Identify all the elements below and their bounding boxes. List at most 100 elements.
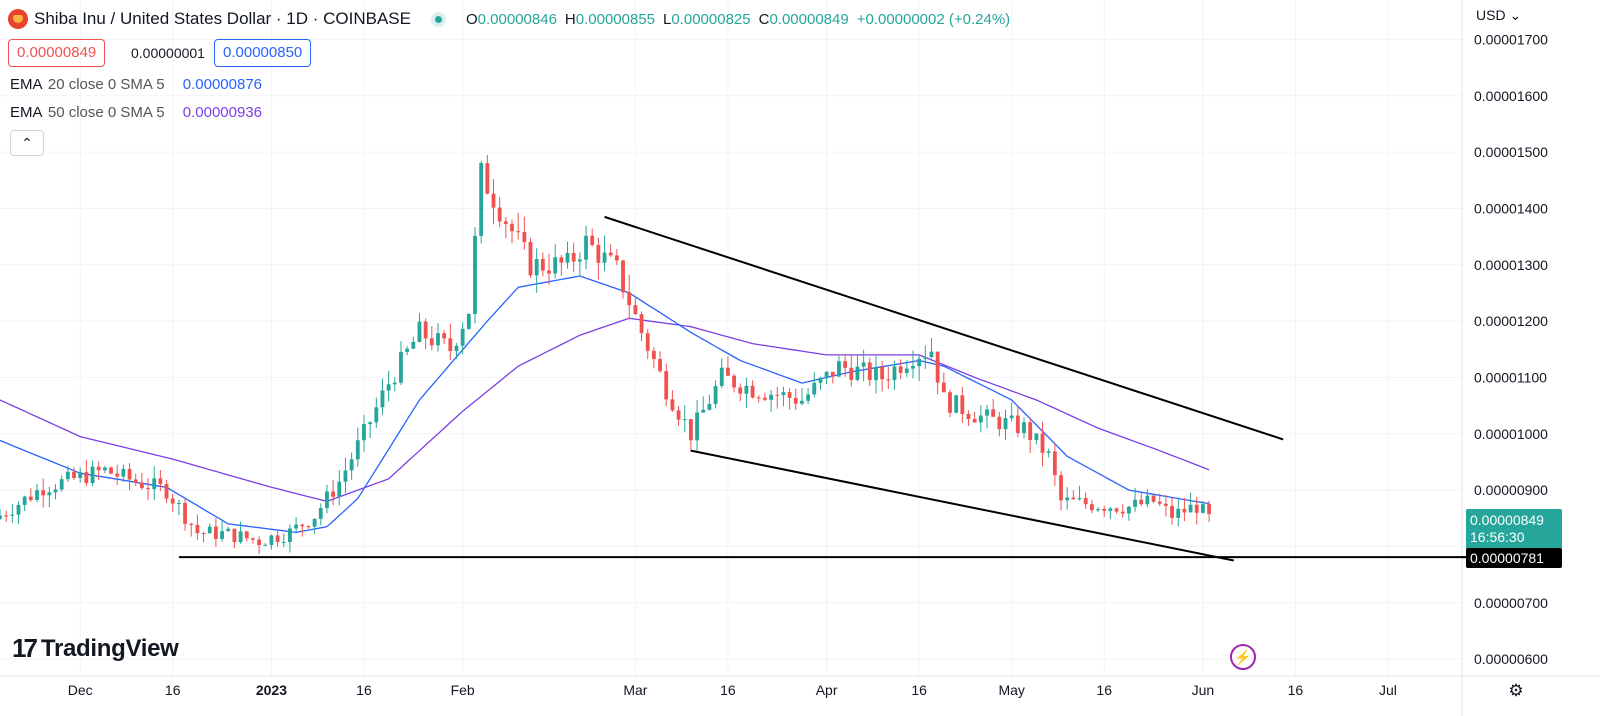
candle-body (355, 440, 360, 460)
candle (331, 480, 336, 506)
candle-body (1170, 505, 1174, 518)
candle-body (1176, 508, 1181, 518)
candle-body (164, 484, 169, 499)
candle-body (349, 459, 354, 471)
candle-body (1108, 508, 1113, 511)
candle (47, 486, 52, 508)
symbol-title[interactable]: Shiba Inu / United States Dollar · 1D · … (34, 9, 411, 28)
candle (1133, 487, 1137, 512)
candle-body (830, 371, 835, 377)
x-tick-label: Jun (1192, 682, 1215, 698)
candle (1015, 405, 1020, 438)
candle (775, 386, 780, 409)
candle-body (738, 387, 743, 394)
candle (565, 241, 570, 269)
candle-body (331, 491, 336, 497)
candle (627, 275, 632, 320)
candle-body (1151, 495, 1156, 502)
candle (800, 387, 804, 406)
candle (263, 543, 268, 546)
currency-selector[interactable]: USD ⌄ (1476, 7, 1521, 24)
candle (53, 484, 58, 500)
candle-body (429, 338, 434, 346)
candle-body (411, 341, 416, 349)
candle (1089, 499, 1094, 514)
candle (1176, 497, 1181, 527)
y-tick-label: 0.00001700 (1474, 31, 1548, 47)
indicator-ema50[interactable]: EMA 50 close 0 SMA 5 0.00000936 (10, 104, 262, 121)
candle (170, 493, 175, 512)
candle-body (257, 539, 262, 546)
settings-gear-icon[interactable]: ⚙ (1508, 681, 1524, 700)
candle (429, 326, 434, 351)
candle (1188, 492, 1193, 513)
indicator-params: 50 close 0 SMA 5 (47, 104, 165, 121)
shiba-inu-logo-icon (8, 9, 28, 29)
candle-body (596, 244, 601, 263)
candle-body (553, 257, 558, 274)
candle-body (399, 351, 403, 383)
candle-body (96, 466, 101, 471)
x-tick-label: 16 (911, 682, 927, 698)
candle (1059, 471, 1063, 511)
candle (516, 213, 521, 240)
candle (176, 499, 181, 516)
x-tick-label: Jul (1379, 682, 1397, 698)
symbol-header: Shiba Inu / United States Dollar · 1D · … (8, 8, 1010, 30)
candle (0, 508, 2, 521)
candle-body (343, 470, 348, 482)
candle (929, 338, 934, 359)
candle (139, 472, 144, 490)
candle (454, 343, 459, 359)
candle-body (479, 163, 484, 236)
sell-price-button[interactable]: 0.00000849 (8, 39, 106, 67)
candle-body (448, 338, 453, 352)
candle (22, 495, 27, 512)
candle (399, 341, 403, 386)
candle-body (1071, 497, 1076, 500)
candle-body (491, 193, 496, 208)
candle-body (1182, 508, 1187, 513)
candle (1200, 500, 1205, 514)
candle-body (263, 544, 268, 546)
candle-body (207, 526, 212, 534)
candle-body (436, 333, 440, 346)
ema20-line (0, 275, 1210, 534)
buy-price-button[interactable]: 0.00000850 (214, 39, 312, 67)
candle (269, 534, 274, 550)
candle-body (189, 523, 194, 525)
candle (781, 386, 786, 407)
candle-body (0, 515, 2, 519)
candle-body (997, 416, 1002, 430)
candle (503, 216, 508, 239)
lightning-icon[interactable]: ⚡ (1230, 644, 1256, 670)
candle (948, 389, 952, 418)
candle-body (47, 492, 52, 496)
candle (1120, 504, 1125, 518)
candle (861, 349, 866, 382)
candle (658, 351, 662, 373)
candle-body (325, 491, 329, 509)
candle (522, 216, 527, 250)
candle-body (1059, 475, 1063, 501)
indicator-ema20[interactable]: EMA 20 close 0 SMA 5 0.00000876 (10, 76, 262, 93)
candle (695, 400, 699, 451)
y-tick-label: 0.00000700 (1474, 595, 1548, 611)
collapse-indicators-button[interactable]: ⌃ (10, 130, 44, 156)
tradingview-logo[interactable]: 17 TradingView (12, 633, 179, 664)
candle-body (559, 257, 564, 263)
candle (843, 354, 848, 377)
candle-body (880, 366, 885, 380)
candle (164, 479, 169, 504)
candle (972, 411, 977, 423)
candle-body (109, 467, 113, 474)
trendlines (178, 215, 1470, 562)
candle-body (306, 526, 311, 528)
candle-body (337, 481, 342, 497)
candle (41, 478, 46, 508)
candle (997, 412, 1002, 437)
candle-body (35, 490, 39, 500)
candle (540, 252, 545, 277)
